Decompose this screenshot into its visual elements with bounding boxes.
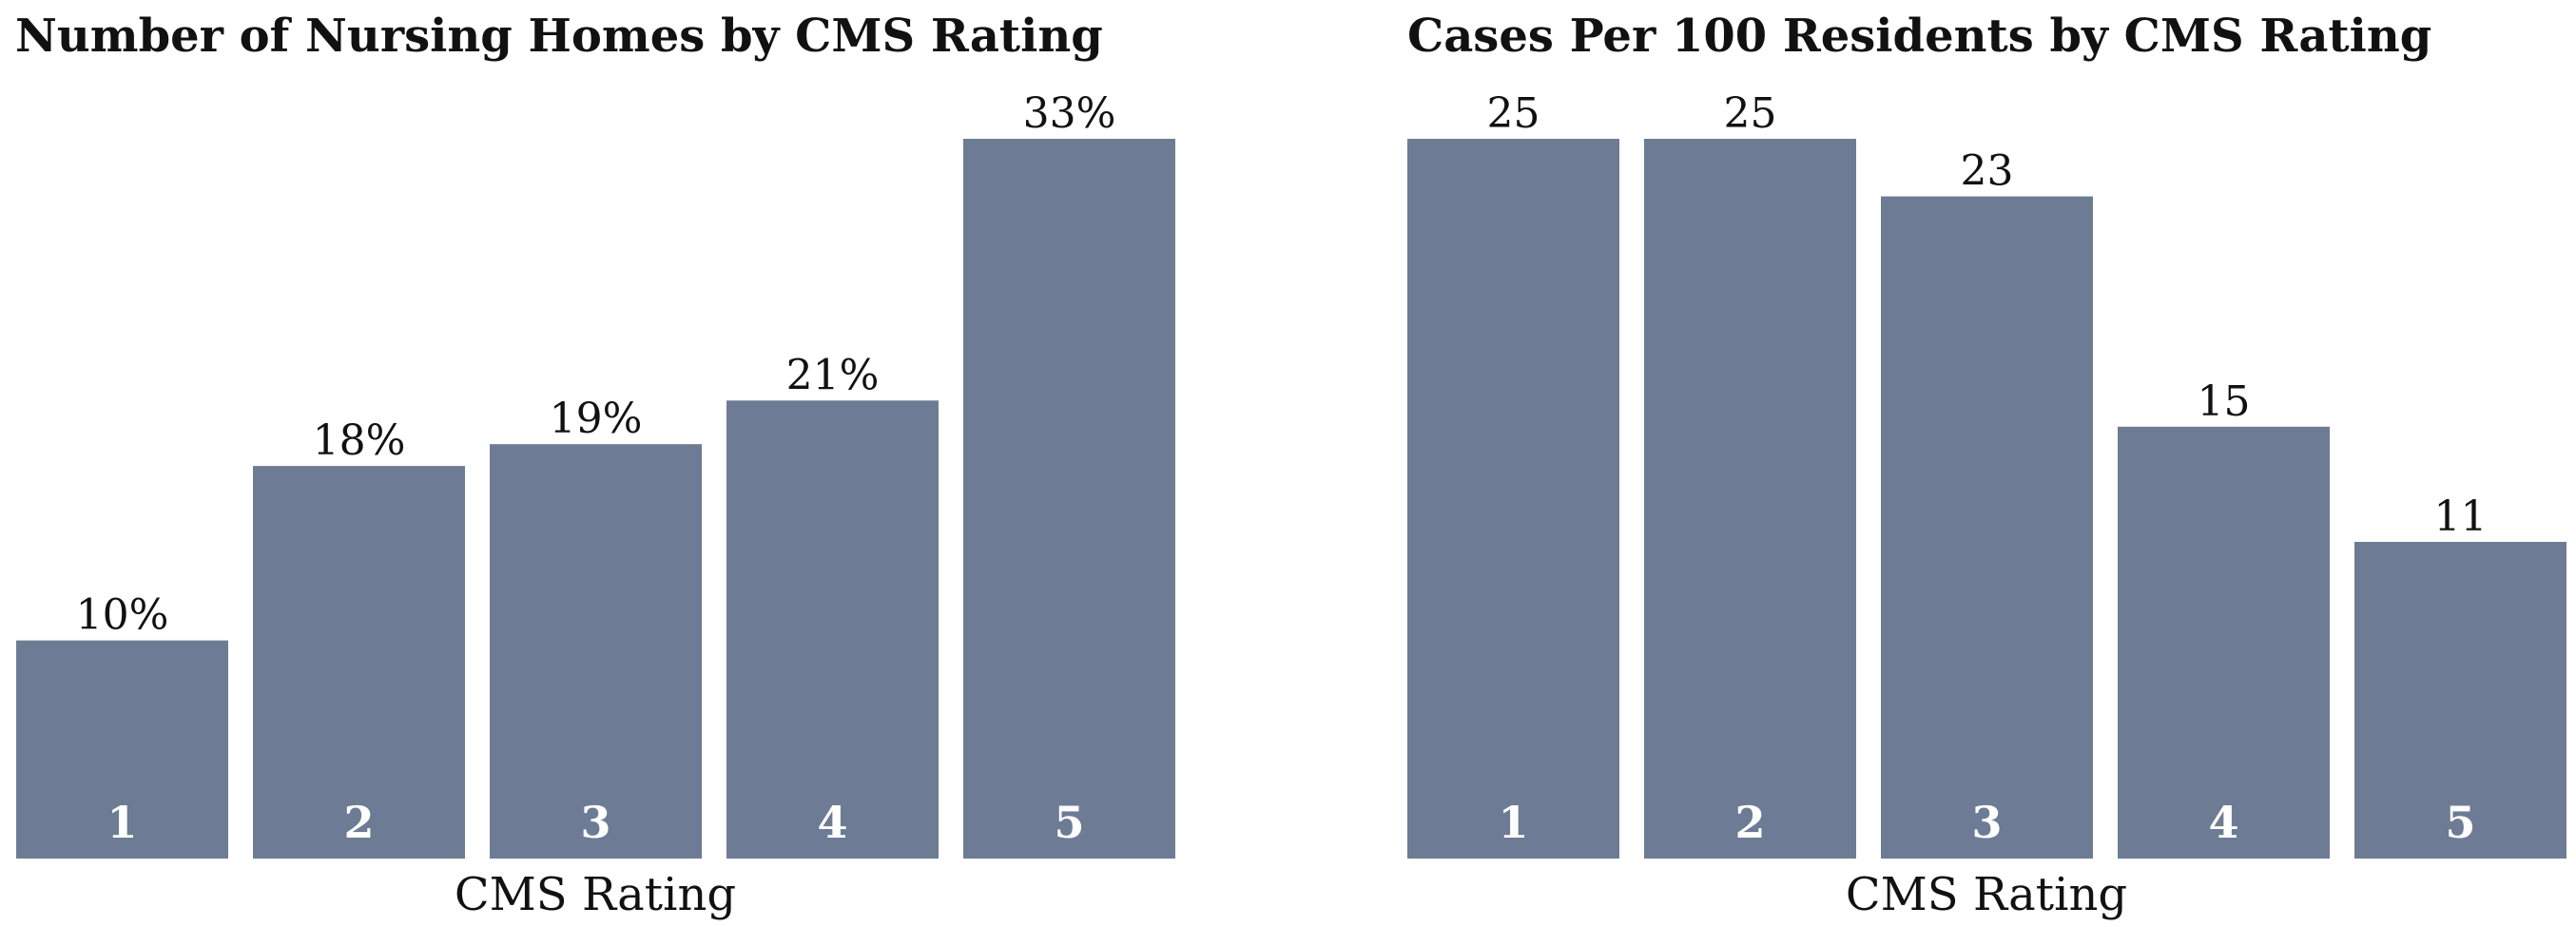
bar-4 xyxy=(2118,426,2330,859)
category-tick-label: 2 xyxy=(343,797,374,848)
chart-cases-per-100: Cases Per 100 Residents by CMS Rating 25… xyxy=(1407,10,2566,921)
bar-2 xyxy=(1644,139,1856,859)
bars-group: 10% 1 18% 2 19% 3 21% 4 33% 5 xyxy=(16,89,1175,859)
chart-nursing-homes: Number of Nursing Homes by CMS Rating 10… xyxy=(15,10,1175,921)
chart-title: Cases Per 100 Residents by CMS Rating xyxy=(1407,10,2431,63)
bar-value-label: 23 xyxy=(1961,147,2014,196)
category-tick-label: 3 xyxy=(1971,797,2002,848)
bar-3 xyxy=(1881,196,2093,859)
bar-2 xyxy=(253,466,465,859)
category-tick-label: 1 xyxy=(1498,797,1528,848)
bar-5 xyxy=(2354,541,2566,859)
x-axis-label: CMS Rating xyxy=(455,868,736,921)
bar-value-label: 33% xyxy=(1023,89,1116,138)
bar-value-label: 10% xyxy=(76,591,169,640)
bar-value-label: 25 xyxy=(1487,89,1540,138)
bar-4 xyxy=(726,400,939,859)
bar-value-label: 19% xyxy=(550,395,643,443)
bar-1 xyxy=(16,640,228,859)
category-tick-label: 5 xyxy=(2445,797,2475,848)
category-tick-label: 5 xyxy=(1054,797,1084,848)
bar-3 xyxy=(490,444,702,859)
category-tick-label: 3 xyxy=(580,797,610,848)
bar-5 xyxy=(963,139,1175,859)
bar-value-label: 11 xyxy=(2434,492,2488,541)
bars-group: 25 1 25 2 23 3 15 4 11 5 xyxy=(1407,89,2566,859)
bar-value-label: 25 xyxy=(1724,89,1777,138)
category-tick-label: 1 xyxy=(107,797,137,848)
bar-value-label: 15 xyxy=(2198,377,2251,426)
x-axis-label: CMS Rating xyxy=(1846,868,2127,921)
category-tick-label: 4 xyxy=(2208,797,2238,848)
chart-title: Number of Nursing Homes by CMS Rating xyxy=(15,10,1103,63)
bar-1 xyxy=(1407,139,1619,859)
category-tick-label: 4 xyxy=(817,797,847,848)
bar-value-label: 18% xyxy=(313,416,406,465)
category-tick-label: 2 xyxy=(1734,797,1765,848)
bar-value-label: 21% xyxy=(786,351,880,399)
